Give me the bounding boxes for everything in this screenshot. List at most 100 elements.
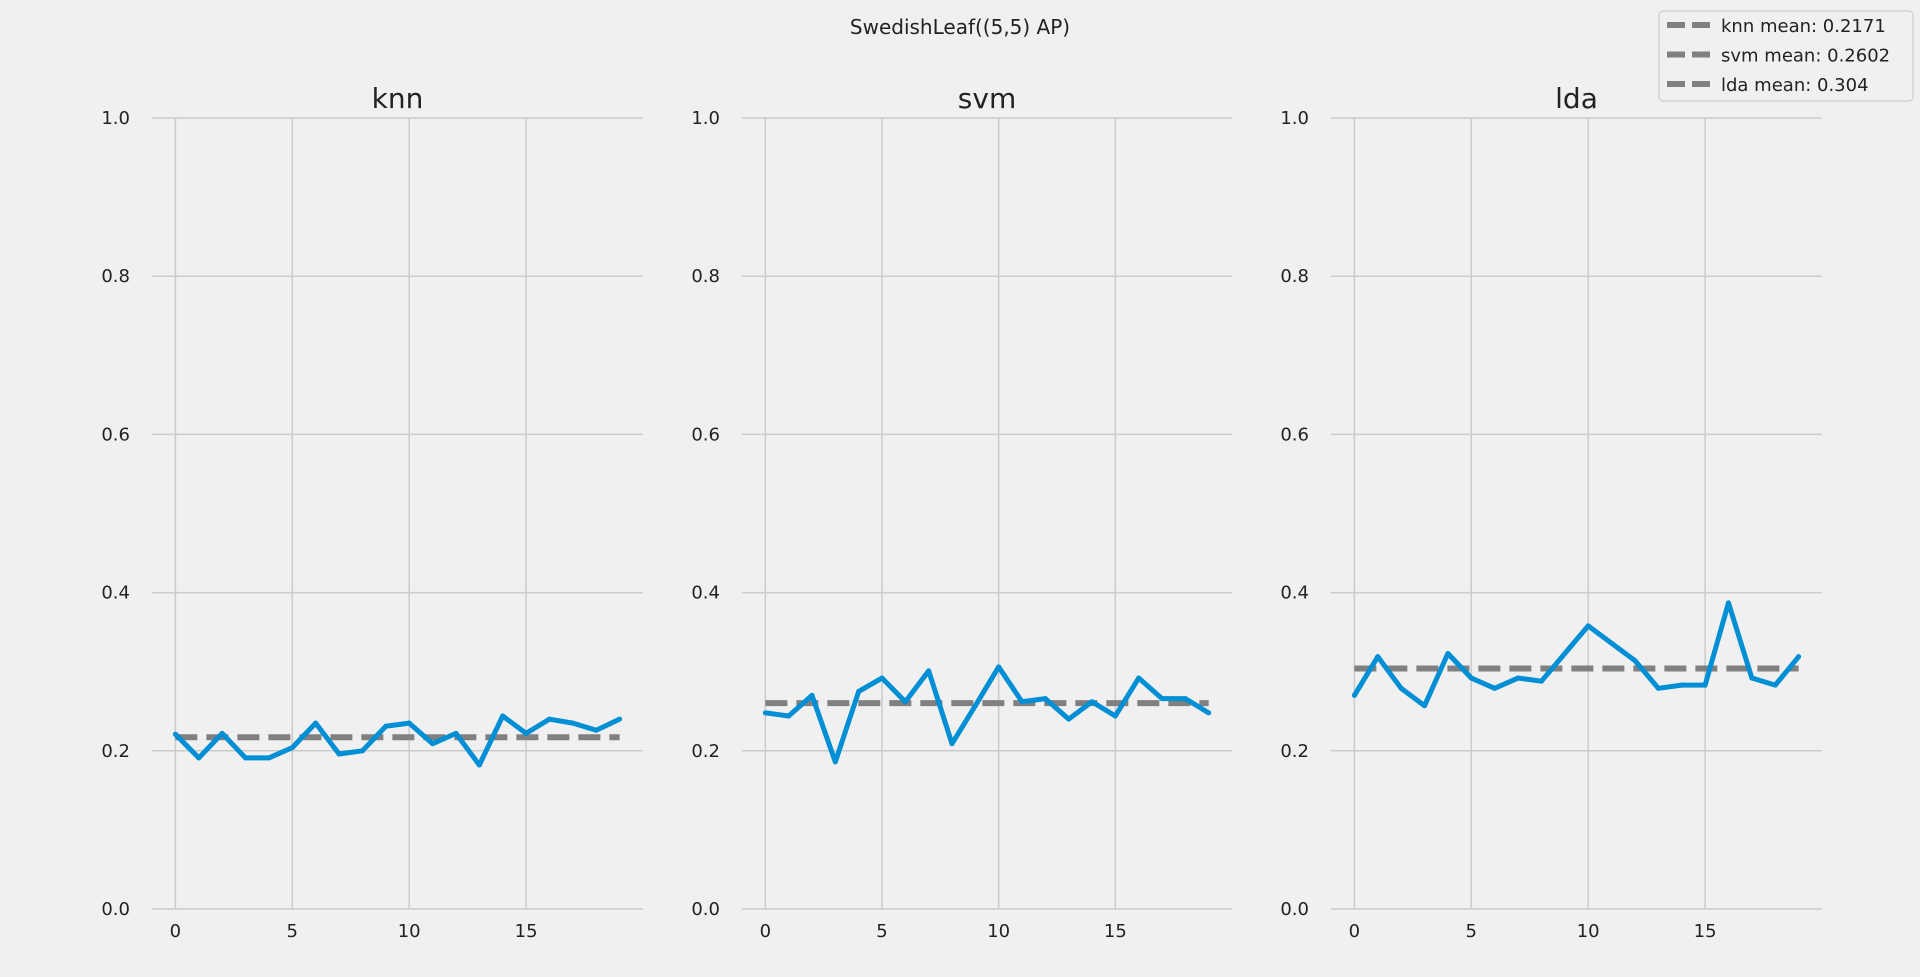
data-point [1562,651,1568,657]
y-tick-label: 1.0 [691,108,720,129]
data-point [1725,600,1731,606]
data-point [266,755,272,761]
data-point [1112,713,1118,719]
x-tick-label: 0 [1349,921,1360,942]
y-tick-label: 0.4 [1280,583,1309,604]
y-tick-label: 0.6 [101,424,130,445]
data-point [879,675,885,681]
data-point [1609,640,1615,646]
data-point [1066,716,1072,722]
data-point [523,730,529,736]
y-tick-label: 0.2 [101,741,130,762]
data-point [383,723,389,729]
data-point [1445,651,1451,657]
data-point [762,710,768,716]
legend-frame [1658,10,1914,102]
panel-lda: 0.0 0.2 0.4 0.6 0.8 1.0 0 5 10 15 lda [1280,82,1822,942]
panel-title: svm [958,82,1016,115]
data-point [453,730,459,736]
y-tick-label: 0.6 [691,424,720,445]
x-tick-label: 10 [398,921,421,942]
data-point [1515,675,1521,681]
data-point [1136,675,1142,681]
data-point [1206,710,1212,716]
data-point [926,668,932,674]
y-tick-label: 0.4 [101,583,130,604]
data-point [902,699,908,705]
data-point [1655,685,1661,691]
x-tick-label: 15 [1104,921,1127,942]
data-point [1351,692,1357,698]
x-tick-label: 10 [1577,921,1600,942]
y-tick-label: 0.6 [1280,424,1309,445]
legend: knn mean: 0.2171 svm mean: 0.2602 lda mean… [1658,10,1914,102]
y-tick-label: 0.8 [101,266,130,287]
data-point [1019,699,1025,705]
data-point [1375,654,1381,660]
data-point [1796,654,1802,660]
data-point [1585,623,1591,629]
y-tick-label: 0.4 [691,583,720,604]
x-tick-label: 0 [170,921,181,942]
x-tick-label: 15 [515,921,538,942]
data-point [972,703,978,709]
data-point [1492,685,1498,691]
y-tick-label: 1.0 [101,108,130,129]
data-point [289,745,295,751]
y-tick-label: 1.0 [1280,108,1309,129]
data-point [1679,682,1685,688]
panel-title: lda [1555,82,1598,115]
series-line [173,713,621,768]
data-point [243,755,249,761]
data-point [593,727,599,733]
data-point [313,720,319,726]
data-point [856,688,862,694]
data-point [172,731,178,737]
data-point [476,762,482,768]
x-tick-label: 5 [1466,921,1477,942]
data-point [1632,658,1638,664]
panel-title: knn [372,82,424,115]
y-tick-label: 0.2 [1280,741,1309,762]
y-tick-label: 0.2 [691,741,720,762]
x-tick-label: 5 [287,921,298,942]
data-point [617,716,623,722]
legend-label: knn mean: 0.2171 [1721,16,1886,37]
y-tick-label: 0.0 [1280,899,1309,920]
series-line [1352,600,1801,709]
data-point [1182,696,1188,702]
data-point [949,741,955,747]
data-point [1772,682,1778,688]
x-tick-label: 10 [987,921,1010,942]
data-point [500,713,506,719]
panels: 0.0 0.2 0.4 0.6 0.8 1.0 0 5 10 15 knn 0.0 0.2 0.4 0.6 0… [101,82,1822,942]
x-tick-label: 0 [760,921,771,942]
data-point [809,692,815,698]
data-point [1422,703,1428,709]
legend-label: lda mean: 0.304 [1721,75,1869,96]
data-point [1159,696,1165,702]
data-point [1702,682,1708,688]
data-point [1089,699,1095,705]
data-point [1468,675,1474,681]
y-tick-label: 0.0 [101,899,130,920]
y-tick-label: 0.0 [691,899,720,920]
y-tick-label: 0.8 [1280,266,1309,287]
data-point [406,720,412,726]
data-point [196,755,202,761]
data-point [1398,685,1404,691]
y-tick-label: 0.8 [691,266,720,287]
data-point [336,751,342,757]
data-point [430,741,436,747]
data-point [832,759,838,765]
data-point [359,748,365,754]
figure-suptitle: SwedishLeaf((5,5) AP) [850,15,1070,39]
data-point [1749,675,1755,681]
data-point [1538,678,1544,684]
data-point [996,664,1002,670]
data-point [1042,696,1048,702]
data-point [219,730,225,736]
x-tick-label: 5 [876,921,887,942]
